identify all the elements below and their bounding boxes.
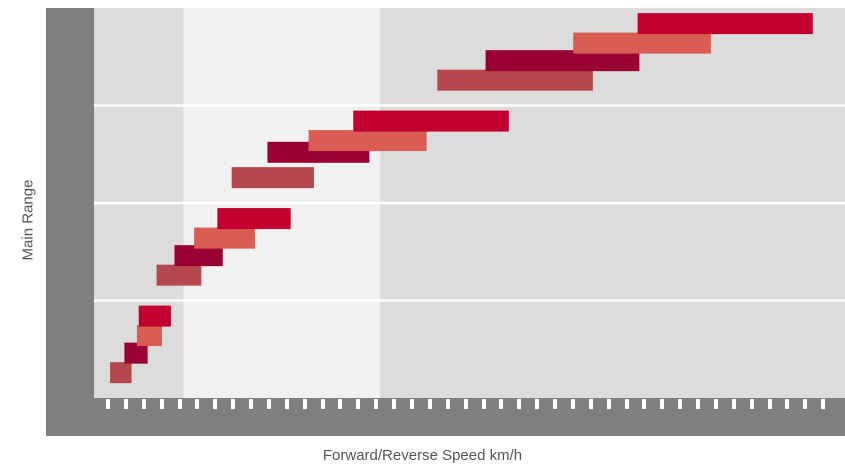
x-tick-mark [714, 399, 718, 409]
y-axis-title: Main Range [19, 179, 37, 261]
x-tick-mark [750, 399, 754, 409]
range-bar-r4-b1 [437, 69, 593, 91]
x-tick-mark [321, 399, 325, 409]
x-tick-mark [338, 399, 342, 409]
x-tick-mark [785, 399, 789, 409]
range-bar-r2-b2 [174, 245, 223, 267]
x-tick-mark [285, 399, 289, 409]
x-tick-mark [571, 399, 575, 409]
range-bar-r1-b2 [124, 342, 148, 364]
x-tick-mark [678, 399, 682, 409]
x-tick-mark [124, 399, 128, 409]
x-tick-mark [213, 399, 217, 409]
x-tick-mark [482, 399, 486, 409]
x-tick-mark [303, 399, 307, 409]
range-bar-r3-b4 [353, 110, 509, 132]
x-tick-mark [499, 399, 503, 409]
x-tick-mark [535, 399, 539, 409]
x-tick-mark [231, 399, 235, 409]
x-tick-mark [607, 399, 611, 409]
x-tick-mark [821, 399, 825, 409]
x-tick-mark [464, 399, 468, 409]
range-bar-r1-b3 [136, 325, 162, 347]
x-tick-mark [553, 399, 557, 409]
range-bar-r4-b4 [637, 13, 813, 35]
x-tick-mark [642, 399, 646, 409]
x-tick-mark [356, 399, 360, 409]
range-bar-r4-b3 [573, 32, 711, 54]
range-bar-r1-b1 [110, 362, 132, 384]
x-tick-mark [660, 399, 664, 409]
x-tick-mark [428, 399, 432, 409]
x-tick-mark [160, 399, 164, 409]
range-bar-r1-b4 [138, 305, 171, 327]
x-tick-mark [517, 399, 521, 409]
range-bar-r2-b4 [217, 208, 291, 230]
x-tick-mark [374, 399, 378, 409]
x-tick-mark [732, 399, 736, 409]
x-tick-mark [446, 399, 450, 409]
x-tick-mark [142, 399, 146, 409]
x-tick-mark [392, 399, 396, 409]
x-tick-mark [410, 399, 414, 409]
x-tick-mark [195, 399, 199, 409]
x-tick-mark [768, 399, 772, 409]
x-axis-title: Forward/Reverse Speed km/h [322, 447, 523, 464]
range-bar-r2-b3 [194, 227, 255, 249]
x-tick-mark [249, 399, 253, 409]
x-tick-mark [803, 399, 807, 409]
range-bar-r3-b1 [231, 167, 314, 189]
x-tick-mark [696, 399, 700, 409]
x-tick-mark [589, 399, 593, 409]
x-tick-mark [106, 399, 110, 409]
range-bar-r4-b2 [485, 50, 640, 72]
range-bar-r2-b1 [156, 264, 202, 286]
x-tick-mark [178, 399, 182, 409]
range-bar-r3-b3 [308, 130, 427, 152]
x-tick-mark [267, 399, 271, 409]
x-tick-mark [625, 399, 629, 409]
